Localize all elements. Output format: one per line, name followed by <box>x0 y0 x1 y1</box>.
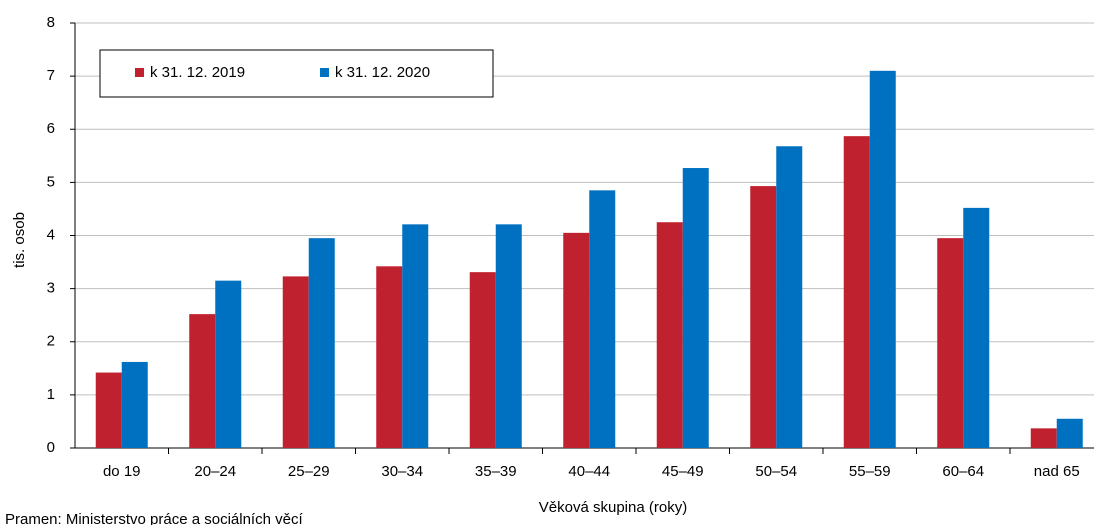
y-tick-label: 8 <box>47 14 55 31</box>
bar <box>589 190 616 448</box>
bar <box>308 238 335 448</box>
y-tick-label: 6 <box>47 120 55 137</box>
y-tick-label: 7 <box>47 67 55 84</box>
bar <box>402 224 429 448</box>
bar <box>750 186 777 448</box>
bar <box>682 168 709 448</box>
bar <box>215 280 242 448</box>
bar <box>563 232 590 448</box>
x-tick-label: 30–34 <box>381 463 423 480</box>
y-axis-label: tis. osob <box>11 212 28 268</box>
bar <box>843 136 870 448</box>
bar <box>95 372 122 448</box>
x-tick-label: 25–29 <box>288 463 330 480</box>
bar <box>656 222 683 448</box>
y-tick-label: 4 <box>47 226 55 243</box>
x-tick-label: 50–54 <box>755 463 797 480</box>
legend-swatch <box>320 68 329 77</box>
bar <box>376 266 403 448</box>
x-tick-label: 45–49 <box>662 463 704 480</box>
x-tick-label: 60–64 <box>942 463 984 480</box>
bar <box>495 224 522 448</box>
x-tick-label: do 19 <box>103 463 141 480</box>
x-tick-label: 40–44 <box>568 463 610 480</box>
bar <box>937 238 964 448</box>
bar <box>963 207 990 448</box>
y-tick-label: 3 <box>47 280 55 297</box>
x-tick-label: 20–24 <box>194 463 236 480</box>
y-tick-label: 1 <box>47 386 55 403</box>
y-tick-label: 2 <box>47 333 55 350</box>
legend-label: k 31. 12. 2020 <box>335 64 430 81</box>
bar <box>1030 428 1057 448</box>
x-tick-label: 55–59 <box>849 463 891 480</box>
x-tick-label: 35–39 <box>475 463 517 480</box>
x-tick-label: nad 65 <box>1034 463 1080 480</box>
y-tick-label: 5 <box>47 173 55 190</box>
bar <box>1056 418 1083 448</box>
x-axis-label: Věková skupina (roky) <box>539 499 687 516</box>
legend-swatch <box>135 68 144 77</box>
bar <box>776 146 803 448</box>
bar <box>121 361 148 448</box>
bar <box>869 70 896 448</box>
bar <box>469 272 496 448</box>
legend-label: k 31. 12. 2019 <box>150 64 245 81</box>
y-tick-label: 0 <box>47 439 55 456</box>
legend-box <box>99 49 494 98</box>
source-note: Pramen: Ministerstvo práce a sociálních … <box>5 511 303 525</box>
bar <box>189 314 216 448</box>
bar <box>282 276 309 448</box>
